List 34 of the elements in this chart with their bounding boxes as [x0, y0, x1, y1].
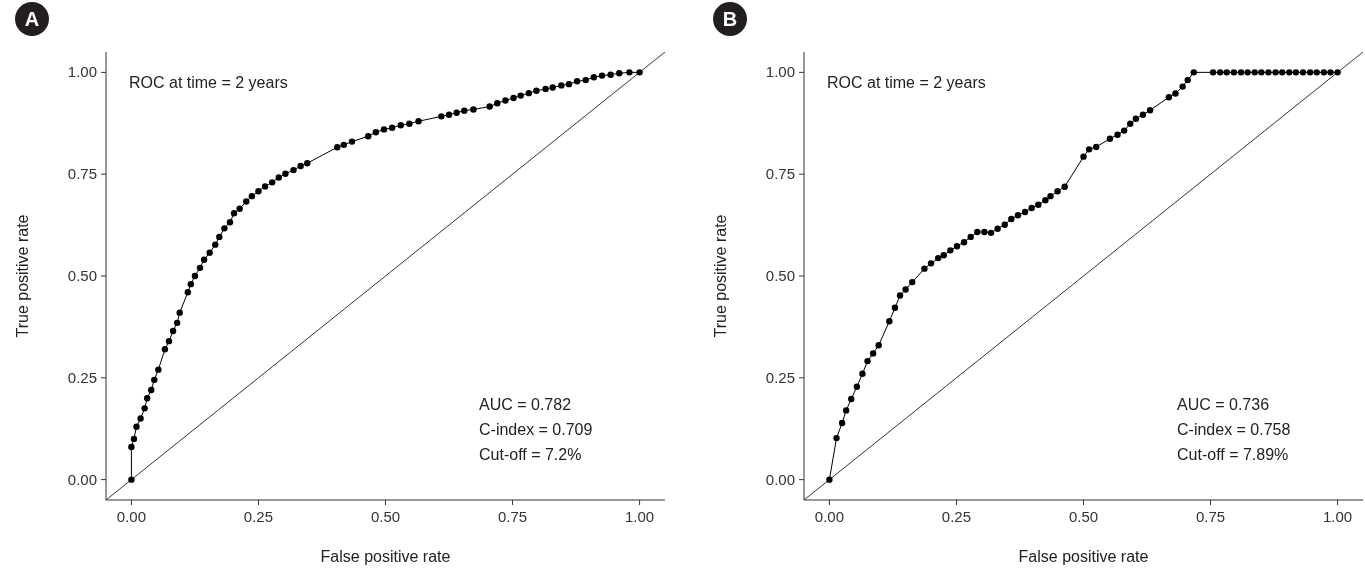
x-tick-label: 0.50	[1068, 508, 1099, 525]
y-tick-label: 1.00	[765, 63, 795, 81]
y-tick-label: 0.25	[765, 368, 795, 386]
annotation: AUC = 0.736	[1177, 396, 1270, 413]
x-tick-label: 0.25	[941, 508, 972, 525]
annotation: Cut-off = 7.2%	[479, 446, 582, 463]
x-axis-title: False positive rate	[320, 548, 451, 565]
annotation: C-index = 0.709	[479, 421, 593, 438]
y-tick-label: 0.00	[765, 470, 795, 488]
y-tick-label: 1.00	[67, 63, 97, 81]
y-tick-label: 0.25	[67, 368, 97, 386]
x-tick-label: 1.00	[1322, 508, 1353, 525]
x-tick-label: 0.25	[243, 508, 274, 525]
text: A	[24, 8, 40, 30]
annotation: Cut-off = 7.89%	[1177, 446, 1289, 463]
y-tick-label: 0.75	[67, 165, 97, 183]
x-axis-title: False positive rate	[1018, 548, 1149, 565]
annotation: AUC = 0.782	[479, 396, 572, 413]
x-tick-label: 0.00	[814, 508, 845, 525]
y-tick-label: 0.75	[765, 165, 795, 183]
y-tick-label: 0.50	[765, 267, 795, 284]
y-axis-title: True positive rate	[14, 214, 31, 338]
y-tick-label: 0.00	[67, 470, 97, 488]
y-axis-title: True positive rate	[712, 214, 729, 338]
annotation: ROC at time = 2 years	[129, 74, 288, 91]
x-tick-label: 0.75	[497, 508, 528, 525]
x-tick-label: 0.75	[1195, 508, 1226, 525]
text: B	[722, 8, 738, 30]
x-tick-label: 1.00	[624, 508, 655, 525]
x-tick-label: 0.50	[370, 508, 401, 525]
y-tick-label: 0.50	[67, 267, 97, 284]
annotation: ROC at time = 2 years	[827, 74, 986, 91]
x-tick-label: 0.00	[116, 508, 147, 525]
annotation: C-index = 0.758	[1177, 421, 1291, 438]
